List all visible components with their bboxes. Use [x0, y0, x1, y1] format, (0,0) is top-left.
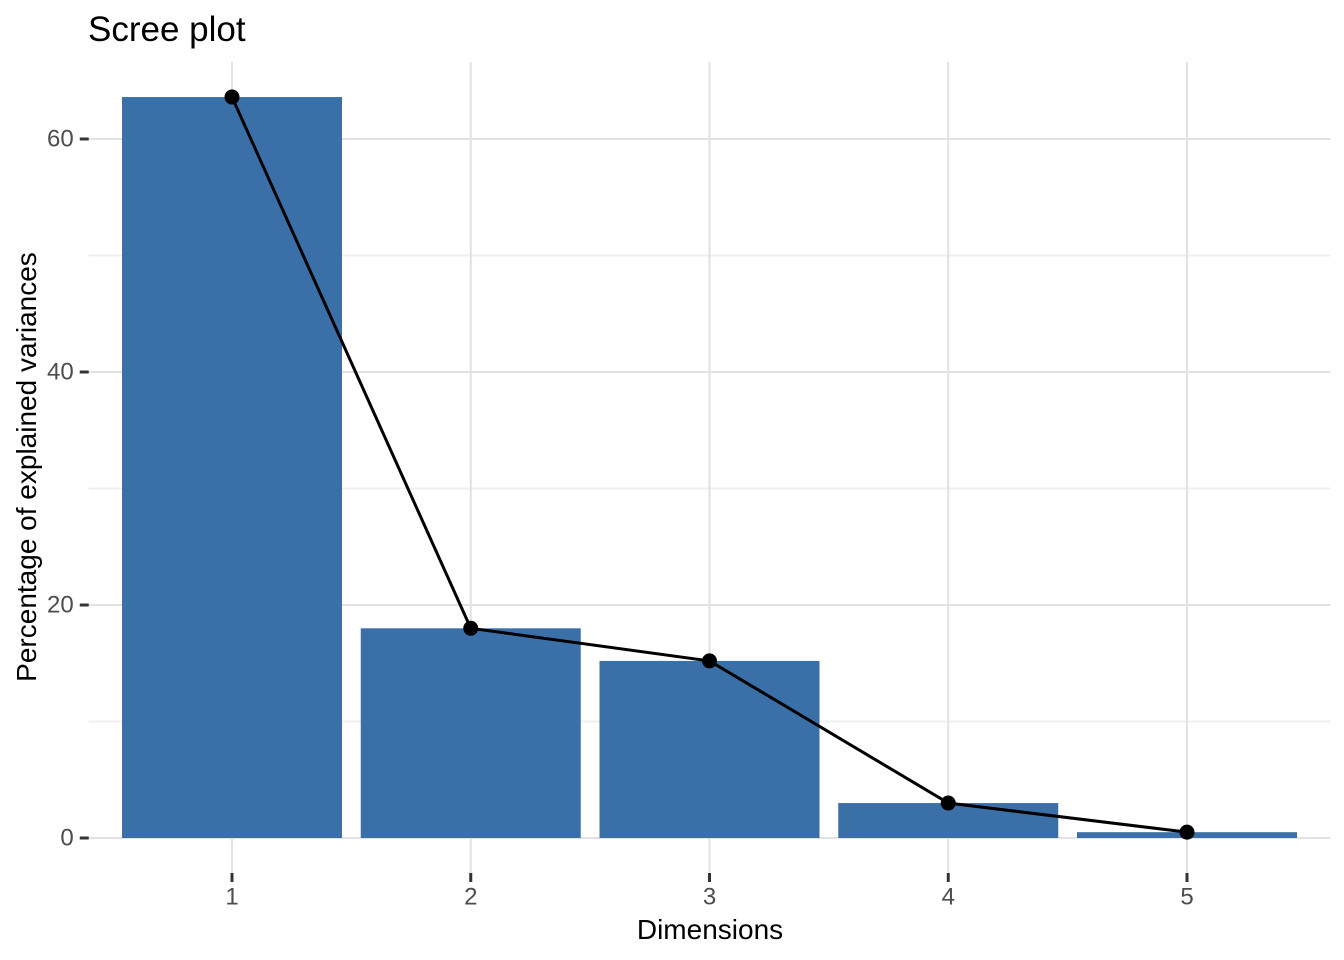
data-point-dimension-3: [702, 653, 717, 669]
data-point-dimension-4: [940, 795, 956, 811]
x-tick-label: 2: [464, 884, 477, 911]
data-point-dimension-5: [1179, 824, 1195, 840]
x-tick-label: 1: [225, 884, 238, 911]
x-tick-label: 4: [942, 884, 955, 911]
bar-dimension-1: [122, 97, 342, 838]
x-tick-label: 5: [1180, 884, 1193, 911]
y-tick-label: 40: [47, 359, 74, 386]
y-tick-label: 20: [47, 592, 74, 619]
bar-dimension-3: [599, 660, 820, 838]
x-tick-label: 3: [703, 884, 716, 911]
data-point-dimension-1: [224, 89, 240, 105]
y-axis-title: Percentage of explained variances: [11, 252, 42, 682]
bar-dimension-2: [360, 628, 581, 838]
data-point-dimension-2: [463, 620, 479, 636]
x-axis-title: Dimensions: [636, 914, 784, 945]
y-tick-label: 0: [60, 825, 73, 852]
y-tick-label: 60: [47, 126, 74, 153]
chart-title: Scree plot: [88, 10, 246, 49]
